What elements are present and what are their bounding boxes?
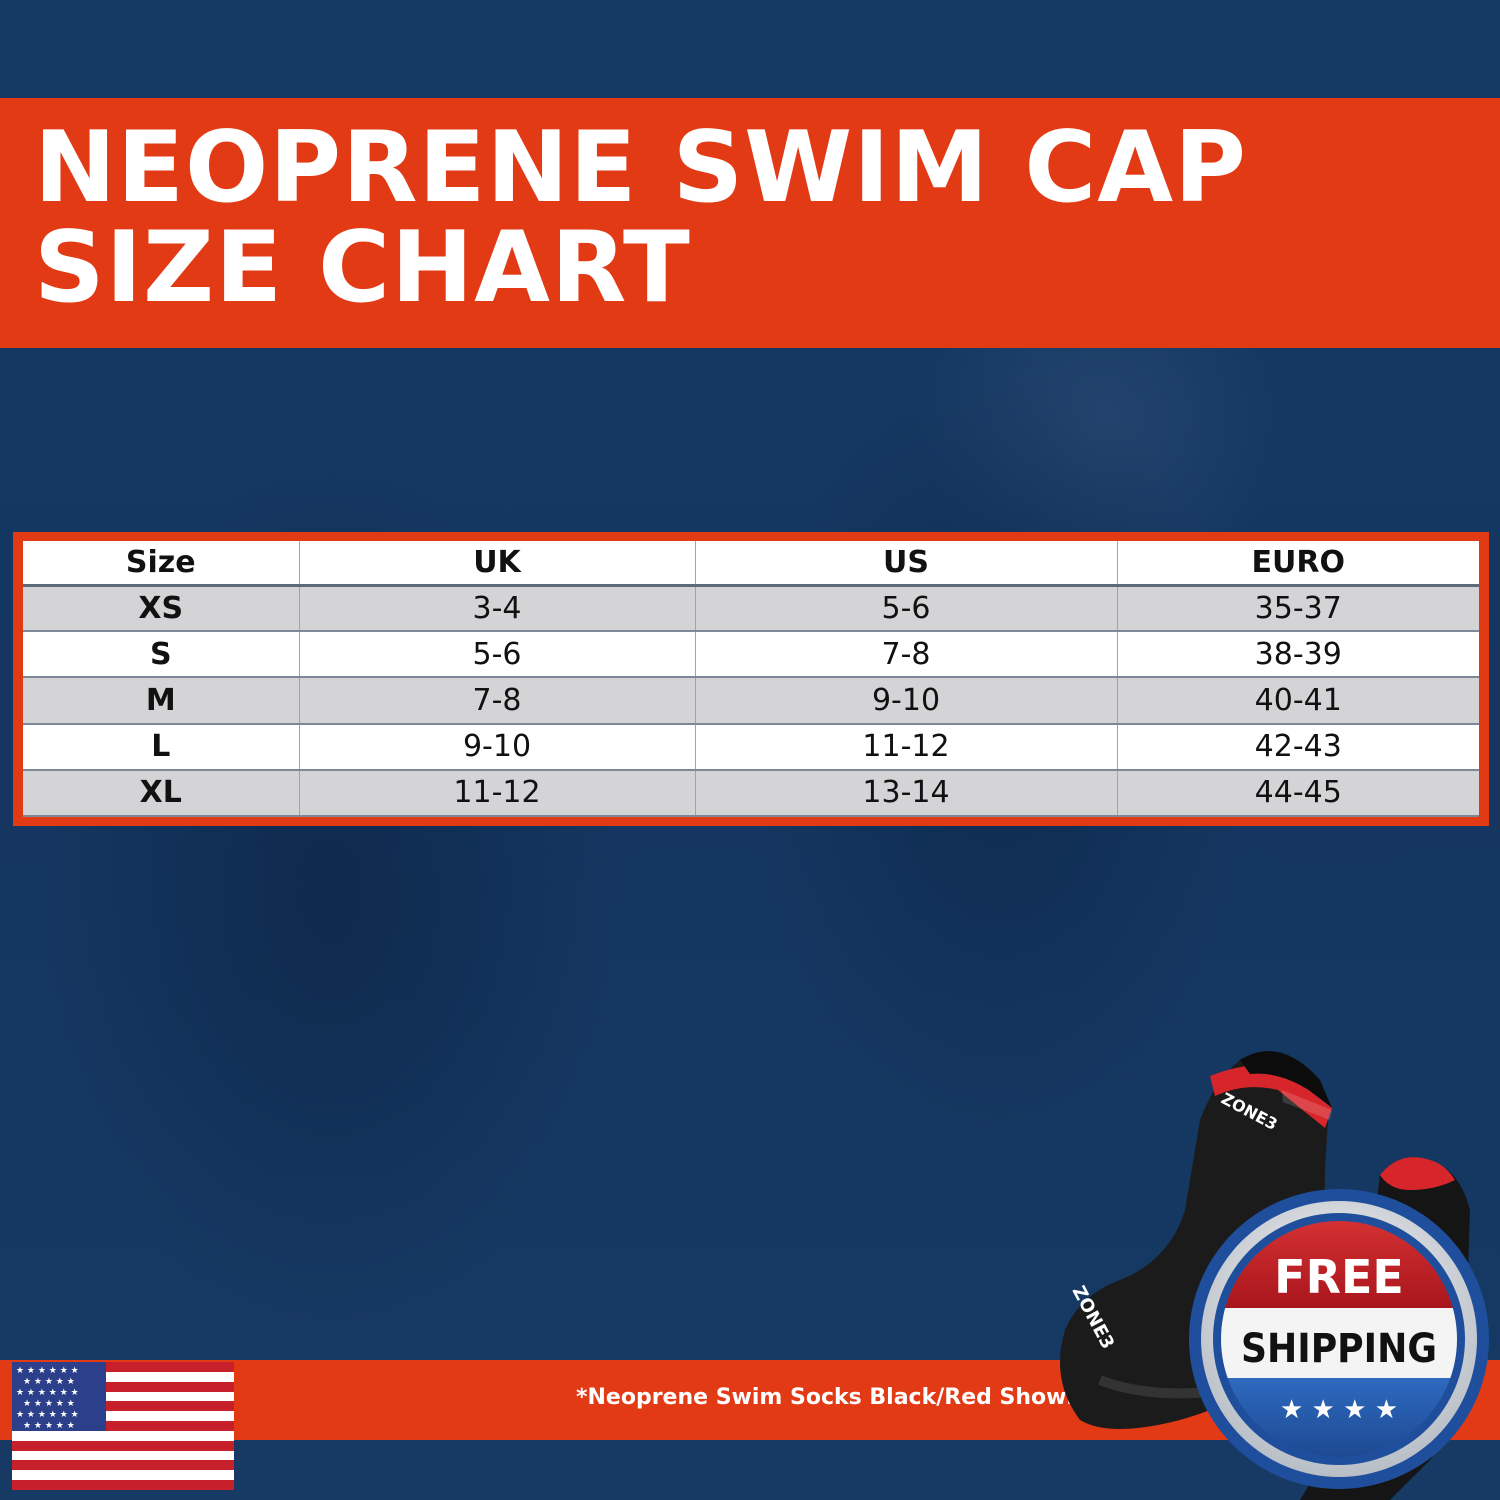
title-line-1: NEOPRENE SWIM CAP: [34, 111, 1247, 225]
cell-euro: 38-39: [1116, 631, 1479, 679]
svg-text:★ ★ ★ ★ ★ ★: ★ ★ ★ ★ ★ ★: [16, 1410, 79, 1420]
header-euro: EURO: [1116, 541, 1479, 587]
svg-text:★ ★ ★ ★ ★ ★: ★ ★ ★ ★ ★ ★: [16, 1388, 79, 1398]
cell-us: 5-6: [694, 585, 1117, 633]
table-row: XL 11-12 13-14 44-45: [23, 769, 1479, 818]
cell-size: XS: [23, 585, 299, 633]
badge-line-1: FREE: [1274, 1250, 1404, 1304]
cell-uk: 9-10: [298, 723, 695, 771]
us-flag-icon: ★ ★ ★ ★ ★ ★ ★ ★ ★ ★ ★ ★ ★ ★ ★ ★ ★ ★ ★ ★ …: [12, 1362, 234, 1490]
title-line-2: SIZE CHART: [34, 211, 691, 325]
title-band: [0, 98, 1500, 348]
header-size: Size: [23, 541, 299, 587]
table-row: S 5-6 7-8 38-39: [23, 631, 1479, 679]
cell-us: 9-10: [694, 677, 1117, 725]
footnote: *Neoprene Swim Socks Black/Red Shown: [576, 1385, 1083, 1410]
size-chart-table: Size UK US EURO XS 3-4 5-6 35-37 S 5-6 7…: [23, 541, 1479, 818]
table-header-row: Size UK US EURO: [23, 541, 1479, 587]
table-row: L 9-10 11-12 42-43: [23, 723, 1479, 771]
cell-euro: 44-45: [1116, 769, 1479, 818]
badge-stars: ★ ★ ★ ★: [1280, 1395, 1398, 1425]
cell-uk: 3-4: [298, 585, 695, 633]
cell-size: XL: [23, 769, 299, 818]
cell-euro: 42-43: [1116, 723, 1479, 771]
cell-size: M: [23, 677, 299, 725]
cell-size: L: [23, 723, 299, 771]
cell-uk: 7-8: [298, 677, 695, 725]
badge-line-2: SHIPPING: [1241, 1326, 1437, 1372]
table-row: M 7-8 9-10 40-41: [23, 677, 1479, 725]
svg-text:★ ★ ★ ★ ★: ★ ★ ★ ★ ★: [23, 1421, 75, 1431]
page-title: NEOPRENE SWIM CAP SIZE CHART: [34, 118, 1247, 318]
cell-us: 13-14: [694, 769, 1117, 818]
header-uk: UK: [298, 541, 695, 587]
cell-us: 11-12: [694, 723, 1117, 771]
svg-text:★ ★ ★ ★ ★: ★ ★ ★ ★ ★: [23, 1399, 75, 1409]
cell-uk: 5-6: [298, 631, 695, 679]
svg-text:★ ★ ★ ★ ★ ★: ★ ★ ★ ★ ★ ★: [16, 1366, 79, 1376]
cell-euro: 40-41: [1116, 677, 1479, 725]
svg-text:★ ★ ★ ★ ★: ★ ★ ★ ★ ★: [23, 1377, 75, 1387]
cell-size: S: [23, 631, 299, 679]
header-us: US: [694, 541, 1117, 587]
cell-euro: 35-37: [1116, 585, 1479, 633]
table-row: XS 3-4 5-6 35-37: [23, 585, 1479, 633]
free-shipping-badge-icon: FREE SHIPPING ★ ★ ★ ★: [1189, 1189, 1489, 1489]
cell-uk: 11-12: [298, 769, 695, 818]
cell-us: 7-8: [694, 631, 1117, 679]
